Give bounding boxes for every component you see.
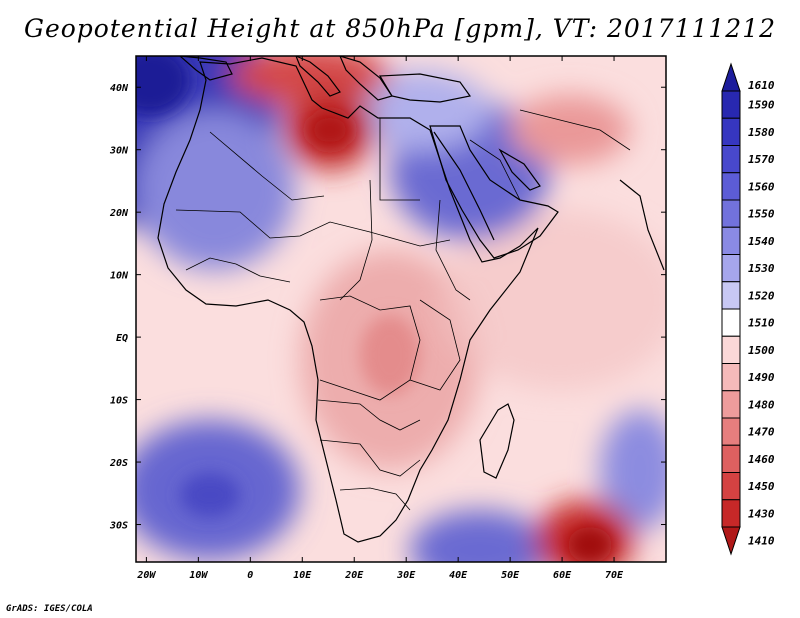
lon-tick-label: 20W [136, 570, 156, 581]
border-namibia-botswana [319, 439, 421, 477]
border-chad-sudan [339, 179, 373, 301]
border-kenya-tanzania [409, 299, 461, 391]
lat-tick-label: 20S [109, 458, 128, 469]
field-south-east-high [600, 410, 666, 530]
lat-tick-label: 40N [110, 83, 129, 94]
colorbar-swatch [721, 145, 741, 174]
latitude-axis: 40N 30N 20N 10N EQ 10S 20S 30S [109, 83, 666, 532]
colorbar-label: 1590 [748, 99, 775, 112]
coastlines [157, 56, 665, 543]
colorbar-label: 1450 [748, 480, 775, 493]
field-south-atlantic-core [180, 473, 240, 517]
colorbar-label: 1560 [748, 180, 775, 193]
colorbar-swatch-bottom-arrow [721, 526, 741, 556]
colorbar-swatch [721, 417, 741, 446]
africa-coastline [157, 57, 539, 543]
lat-tick-label: 30S [109, 521, 128, 532]
colorbar-swatch [721, 444, 741, 473]
colorbar-label: 1550 [748, 208, 775, 221]
border-saudi [469, 139, 521, 201]
lon-tick-label: 70E [605, 570, 624, 581]
grads-credit: GrADS: IGES/COLA [6, 604, 93, 614]
lon-tick-label: 60E [553, 570, 572, 581]
field-indian-ocean-north [440, 210, 666, 390]
colorbar-swatch [721, 390, 741, 419]
colorbar-swatch-top-arrow [721, 62, 741, 92]
field-turkey-edge [350, 70, 490, 150]
colorbar-label: 1610 [748, 79, 775, 92]
border-southafrica [339, 487, 411, 511]
border-iran [519, 109, 631, 151]
colorbar-label: 1490 [748, 371, 775, 384]
lat-tick-label: 30N [109, 146, 129, 157]
border-sudan-ethiopia [435, 199, 471, 301]
lat-tick-label: 20N [109, 208, 129, 219]
map-frame [135, 55, 667, 563]
colorbar-swatch [721, 335, 741, 364]
colorbar-label: 1480 [748, 398, 775, 411]
lon-tick-label: 20E [344, 570, 364, 581]
colorbar-label: 1540 [748, 235, 775, 248]
colorbar-label: 1510 [748, 317, 775, 330]
field-indian-ocean-core [568, 527, 612, 562]
iberia-coastline [179, 56, 233, 81]
field-iran-low [510, 95, 630, 165]
colorbar-swatch [721, 499, 741, 528]
field-atlantic-high-edge [136, 110, 295, 270]
border-algeria-mali [209, 131, 325, 201]
border-angola-zambia [317, 399, 421, 431]
colorbar-swatch [721, 172, 741, 201]
red-sea [433, 131, 495, 241]
colorbar-label: 1500 [748, 344, 775, 357]
border-sahel [175, 209, 451, 247]
chart-title: Geopotential Height at 850hPa [gpm], VT:… [23, 14, 777, 43]
colorbar-swatch [721, 226, 741, 255]
italy-coastline [295, 56, 341, 97]
colorbar-swatch [721, 363, 741, 392]
persian-gulf [498, 148, 541, 191]
lon-tick-label: 10W [189, 570, 208, 581]
colorbar-label: 1530 [748, 262, 775, 275]
colorbar-label: 1460 [748, 453, 775, 466]
madagascar [479, 403, 515, 479]
colorbar-label: 1580 [748, 126, 775, 139]
colorbar: 1610 1590 1580 1570 1560 1550 1540 1530 1520 1510… [721, 62, 775, 556]
colorbar-swatch [721, 199, 741, 228]
balkans-coastline [339, 56, 393, 101]
field-lakes-core [360, 315, 420, 395]
colorbar-swatch [721, 90, 741, 119]
lat-tick-label: 10N [110, 271, 129, 282]
field-north-africa-core [308, 112, 352, 148]
height-field [136, 56, 666, 562]
colorbar-label: 1570 [748, 153, 775, 166]
lon-tick-label: 30E [396, 570, 416, 581]
lon-tick-label: 10E [293, 570, 312, 581]
colorbar-label: 1520 [748, 289, 775, 302]
colorbar-swatch [721, 472, 741, 501]
border-west-africa [185, 257, 291, 283]
colorbar-label: 1470 [748, 426, 775, 439]
colorbar-swatch [721, 254, 741, 283]
colorbar-swatch [721, 117, 741, 146]
lon-tick-label: 40E [449, 570, 468, 581]
lat-tick-label: 10S [110, 396, 128, 407]
india-coastline [619, 179, 665, 271]
field-south-indian-high [410, 510, 550, 562]
country-borders [175, 109, 631, 511]
colorbar-label: 1430 [748, 507, 775, 520]
border-libya-egypt [379, 118, 420, 201]
field-mediterranean-low [230, 56, 390, 105]
longitude-axis: 20W 10W 0 10E 20E 30E 40E 50E 60E 70E [136, 56, 624, 581]
lat-tick-label: EQ [116, 333, 128, 344]
turkey-coastline [378, 73, 472, 103]
colorbar-swatch [721, 308, 741, 337]
arabia-coastline [429, 125, 559, 259]
field-atlantic-core [136, 56, 190, 115]
colorbar-swatch [721, 281, 741, 310]
lon-tick-label: 0 [247, 570, 253, 581]
border-congo [319, 295, 421, 401]
lon-tick-label: 50E [501, 570, 520, 581]
colorbar-label: 1410 [748, 535, 775, 548]
